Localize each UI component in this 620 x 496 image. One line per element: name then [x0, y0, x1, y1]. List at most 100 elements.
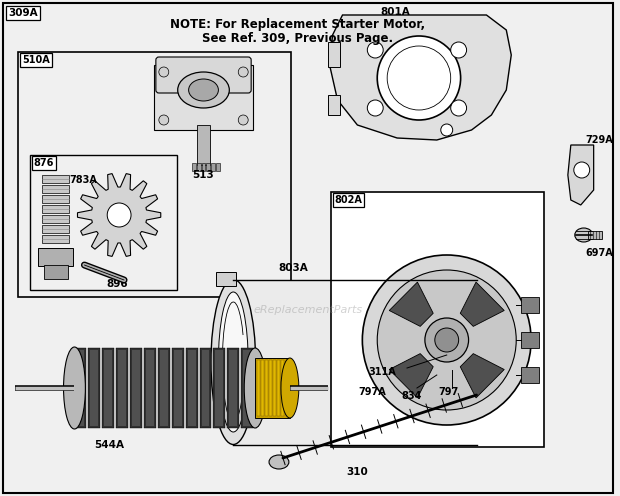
Polygon shape: [460, 282, 504, 326]
Circle shape: [377, 270, 516, 410]
Bar: [257, 360, 260, 416]
Bar: [330, 192, 544, 447]
Bar: [132, 350, 140, 426]
Polygon shape: [389, 354, 433, 398]
Bar: [158, 348, 170, 428]
Bar: [89, 348, 100, 428]
Bar: [160, 350, 168, 426]
Circle shape: [159, 115, 169, 125]
Bar: [521, 332, 539, 348]
Polygon shape: [389, 282, 433, 326]
Ellipse shape: [63, 347, 86, 429]
Bar: [42, 225, 69, 233]
Text: 310: 310: [347, 467, 368, 477]
Bar: [269, 360, 272, 416]
Bar: [281, 360, 284, 416]
Ellipse shape: [575, 228, 593, 242]
Bar: [18, 52, 291, 297]
Bar: [228, 348, 239, 428]
Polygon shape: [460, 354, 504, 398]
Bar: [521, 297, 539, 313]
Bar: [197, 125, 210, 165]
Bar: [211, 163, 215, 171]
Bar: [255, 358, 290, 418]
Text: 797: 797: [438, 387, 459, 397]
Circle shape: [159, 67, 169, 77]
Text: 697A: 697A: [586, 248, 613, 258]
Circle shape: [441, 124, 453, 136]
Bar: [42, 195, 69, 203]
Bar: [202, 163, 205, 171]
Bar: [42, 235, 69, 243]
Bar: [229, 350, 237, 426]
Circle shape: [367, 100, 383, 116]
Circle shape: [425, 318, 469, 362]
Bar: [521, 367, 539, 383]
Bar: [42, 215, 69, 223]
Circle shape: [377, 36, 461, 120]
Text: NOTE: For Replacement Starter Motor,: NOTE: For Replacement Starter Motor,: [170, 18, 425, 31]
Ellipse shape: [188, 79, 218, 101]
Text: 309A: 309A: [8, 8, 38, 18]
Ellipse shape: [178, 72, 229, 108]
Ellipse shape: [454, 280, 499, 444]
Ellipse shape: [269, 455, 289, 469]
Polygon shape: [78, 174, 161, 256]
Bar: [200, 348, 211, 428]
Bar: [172, 348, 184, 428]
Bar: [216, 272, 236, 286]
Bar: [154, 65, 253, 130]
Bar: [192, 163, 195, 171]
Bar: [233, 280, 477, 445]
Circle shape: [574, 162, 590, 178]
Polygon shape: [330, 15, 512, 140]
Text: 896: 896: [107, 279, 128, 289]
Text: 876: 876: [33, 158, 54, 168]
Circle shape: [451, 42, 467, 58]
Text: 510A: 510A: [22, 55, 50, 65]
Bar: [216, 163, 220, 171]
Text: 513: 513: [193, 170, 215, 180]
Bar: [42, 185, 69, 193]
Text: See Ref. 309, Previous Page.: See Ref. 309, Previous Page.: [202, 32, 393, 45]
Bar: [30, 155, 177, 290]
Bar: [327, 42, 340, 67]
Bar: [277, 360, 280, 416]
Circle shape: [238, 67, 248, 77]
Bar: [74, 348, 86, 428]
Ellipse shape: [211, 280, 255, 444]
Text: 544A: 544A: [94, 440, 125, 450]
Circle shape: [367, 42, 383, 58]
Bar: [42, 175, 69, 183]
Bar: [265, 360, 268, 416]
Bar: [273, 360, 276, 416]
Circle shape: [362, 255, 531, 425]
Text: 729A: 729A: [586, 135, 613, 145]
Bar: [118, 350, 126, 426]
Bar: [327, 95, 340, 115]
Bar: [215, 350, 223, 426]
Bar: [38, 248, 73, 266]
Bar: [146, 350, 154, 426]
Bar: [185, 348, 198, 428]
Text: 797A: 797A: [358, 387, 386, 397]
Text: 311A: 311A: [368, 367, 396, 377]
Bar: [206, 163, 210, 171]
Bar: [116, 348, 128, 428]
Bar: [188, 350, 195, 426]
Bar: [241, 348, 253, 428]
Bar: [130, 348, 142, 428]
Circle shape: [238, 115, 248, 125]
Text: 801A: 801A: [380, 7, 410, 17]
Bar: [102, 348, 114, 428]
Circle shape: [435, 328, 459, 352]
Text: 803A: 803A: [278, 263, 308, 273]
Text: 802A: 802A: [335, 195, 363, 205]
Bar: [43, 265, 68, 279]
Bar: [76, 350, 84, 426]
FancyBboxPatch shape: [156, 57, 251, 93]
Polygon shape: [568, 145, 594, 205]
Bar: [261, 360, 264, 416]
Bar: [91, 350, 99, 426]
Text: eReplacementParts: eReplacementParts: [253, 305, 362, 315]
